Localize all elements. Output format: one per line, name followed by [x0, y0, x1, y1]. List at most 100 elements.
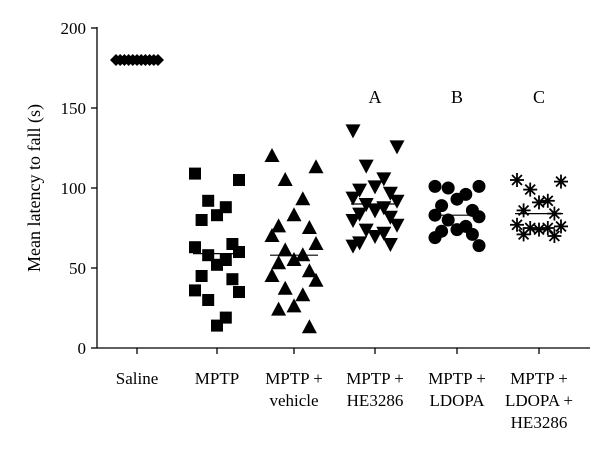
- data-point-triangle-up: [264, 148, 280, 162]
- data-point-circle: [472, 179, 486, 193]
- data-point-triangle-down: [382, 238, 398, 252]
- data-point-square: [189, 241, 201, 254]
- data-point-circle: [472, 239, 486, 253]
- data-point-asterisk: [540, 221, 555, 235]
- data-point-triangle-up: [308, 159, 324, 174]
- data-point-square: [233, 286, 245, 298]
- data-point-triangle-up: [271, 218, 287, 233]
- data-point-asterisk: [516, 227, 531, 242]
- data-point-asterisk: [523, 182, 538, 197]
- data-point-circle: [428, 179, 442, 193]
- data-point-asterisk: [516, 203, 531, 218]
- data-point-square: [211, 319, 223, 332]
- data-point-triangle-down: [376, 172, 392, 187]
- data-point-asterisk: [532, 195, 546, 210]
- data-point-square: [202, 194, 215, 207]
- data-point-circle: [450, 192, 464, 206]
- significance-annotation: A: [369, 87, 382, 107]
- data-point-circle: [465, 227, 479, 241]
- data-point-triangle-up: [308, 272, 324, 287]
- data-point-triangle-up: [277, 280, 293, 295]
- data-point-square: [189, 284, 201, 297]
- data-point-triangle-down: [389, 194, 405, 209]
- significance-annotation: C: [533, 87, 545, 107]
- data-point-triangle-up: [286, 298, 302, 313]
- data-point-asterisk: [510, 173, 524, 187]
- y-tick-label: 200: [61, 19, 87, 38]
- data-point-triangle-up: [301, 220, 317, 234]
- data-point-asterisk: [547, 229, 562, 243]
- data-point-square: [211, 258, 223, 271]
- series-diamond: [110, 54, 164, 66]
- data-point-circle: [472, 210, 486, 224]
- data-point-triangle-up: [277, 242, 293, 257]
- data-point-triangle-down: [345, 239, 361, 254]
- data-point-triangle-up: [264, 228, 280, 242]
- y-tick-label: 100: [61, 179, 87, 198]
- data-point-triangle-down: [345, 214, 361, 228]
- category-label: HE3286: [511, 413, 568, 432]
- data-point-circle: [441, 213, 455, 227]
- significance-annotation: B: [451, 87, 463, 107]
- data-point-triangle-down: [367, 230, 383, 244]
- data-point-triangle-up: [271, 301, 287, 316]
- data-point-triangle-up: [301, 263, 317, 278]
- series-square: [189, 167, 245, 332]
- data-point-triangle-up: [271, 255, 287, 270]
- data-point-square: [233, 174, 245, 186]
- data-point-square: [189, 167, 201, 180]
- data-point-triangle-up: [264, 268, 280, 282]
- data-point-triangle-down: [358, 159, 374, 174]
- labels: 0 50 100 150 200 Mean latency to fall (s) Sali…: [24, 19, 573, 432]
- data-point-square: [211, 209, 223, 222]
- y-tick-label: 50: [69, 259, 86, 278]
- data-point-square: [195, 214, 208, 226]
- data-point-triangle-down: [352, 183, 368, 198]
- category-label: MPTP +: [346, 369, 404, 388]
- data-point-square: [202, 294, 215, 306]
- data-point-triangle-down: [382, 210, 398, 225]
- data-point-triangle-up: [295, 247, 311, 262]
- data-point-triangle-up: [286, 207, 302, 222]
- category-label: vehicle: [269, 391, 318, 410]
- category-label: MPTP +: [428, 369, 486, 388]
- data-point-triangle-up: [286, 252, 302, 266]
- data-point-circle: [450, 223, 464, 237]
- data-point-triangle-up: [301, 319, 317, 334]
- data-point-asterisk: [540, 193, 555, 208]
- data-point-triangle-up: [308, 236, 324, 250]
- category-label: MPTP +: [510, 369, 568, 388]
- category-label: MPTP: [195, 369, 239, 388]
- series-circle: [428, 179, 486, 253]
- data-point-triangle-up: [295, 191, 311, 206]
- data-point-triangle-down: [345, 191, 361, 206]
- category-label: LDOPA +: [505, 391, 573, 410]
- series-triangle-up: [264, 148, 324, 334]
- data-point-triangle-down: [358, 223, 374, 238]
- data-point-triangle-up: [277, 172, 293, 186]
- data-point-triangle-down: [389, 140, 405, 155]
- data-point-triangle-up: [295, 287, 311, 302]
- data-point-asterisk: [532, 222, 546, 237]
- data-point-circle: [428, 231, 442, 245]
- data-point-triangle-down: [358, 198, 374, 212]
- data-point-square: [195, 270, 208, 282]
- y-tick-label: 150: [61, 99, 87, 118]
- category-label: MPTP +: [265, 369, 323, 388]
- y-axis-title: Mean latency to fall (s): [24, 104, 45, 272]
- data-point-asterisk: [510, 217, 524, 232]
- data-point-triangle-down: [389, 218, 405, 233]
- data-point-square: [233, 246, 245, 258]
- data-point-asterisk: [554, 174, 568, 189]
- data-point-circle: [441, 181, 455, 195]
- data-point-asterisk: [554, 219, 568, 234]
- data-point-circle: [435, 199, 449, 213]
- y-tick-label: 0: [78, 339, 87, 358]
- data-point-triangle-down: [345, 124, 361, 139]
- data-point-square: [226, 273, 239, 286]
- data-point-triangle-down: [382, 186, 398, 201]
- series-asterisk: [510, 173, 568, 243]
- data-point-triangle-down: [367, 204, 383, 219]
- data-marks: [110, 54, 568, 334]
